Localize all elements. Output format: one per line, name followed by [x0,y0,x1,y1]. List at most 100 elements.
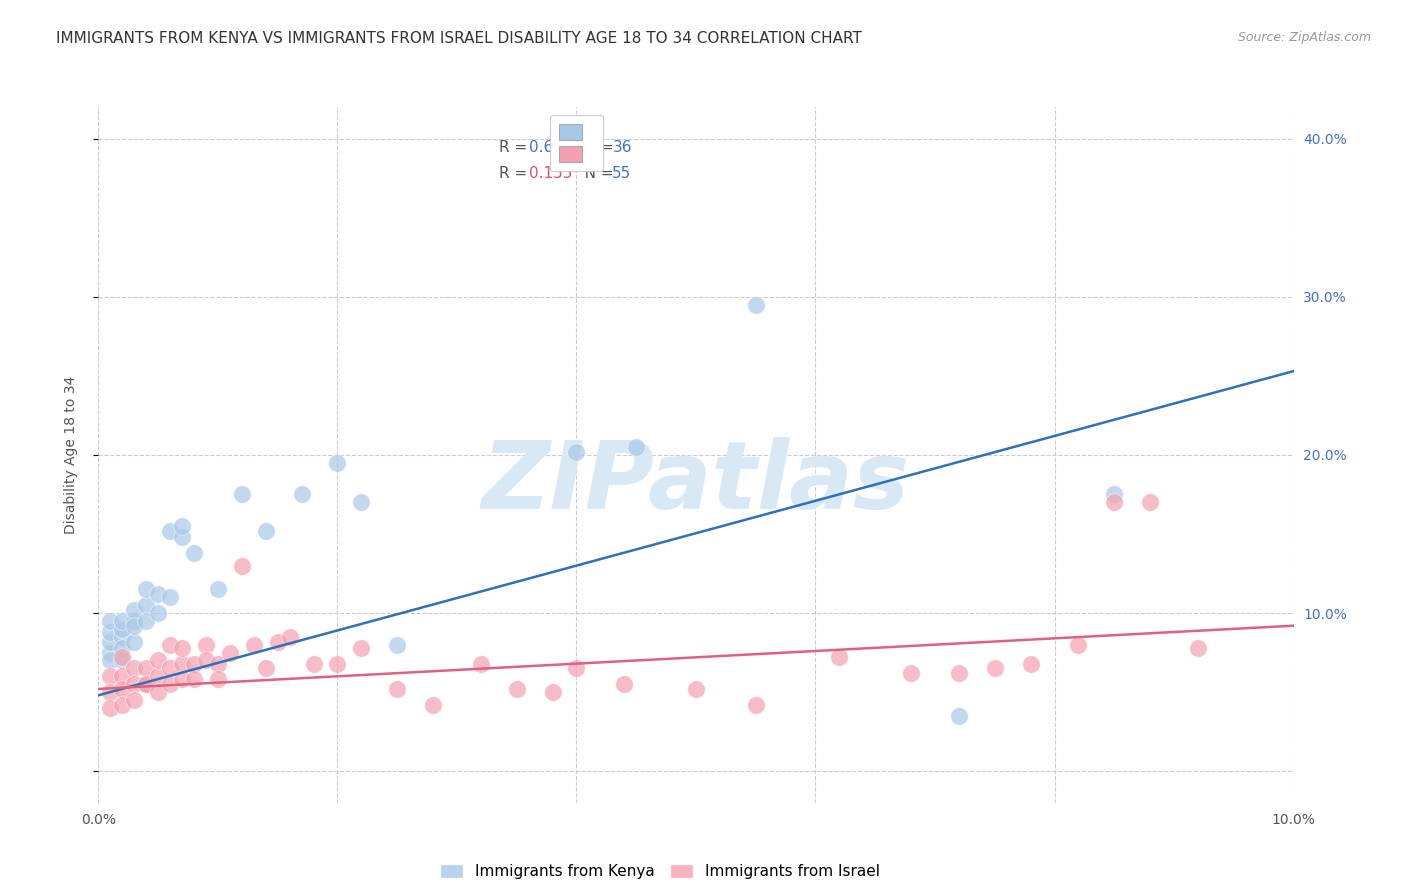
Text: 36: 36 [613,140,631,155]
Point [100,625,122,640]
Point [1139,495,1161,509]
Point [159,661,181,675]
Point [195,653,218,667]
Point [159,638,181,652]
Point [1019,657,1042,671]
Point [291,487,314,501]
Point [124,693,146,707]
Point [135,582,157,597]
Point [231,558,253,573]
Point [172,530,194,544]
Point [207,673,229,687]
Text: ZIPatlas: ZIPatlas [482,437,910,529]
Point [326,456,349,470]
Point [745,698,768,712]
Point [183,673,205,687]
Point [124,634,146,648]
Point [172,640,194,655]
Point [111,653,134,667]
Point [148,587,170,601]
Point [422,698,444,712]
Point [207,582,229,597]
Point [124,661,146,675]
Point [124,677,146,691]
Point [111,681,134,696]
Point [111,650,134,665]
Point [385,638,409,652]
Point [135,614,157,628]
Point [350,495,373,509]
Point [172,519,194,533]
Point [207,657,229,671]
Point [1104,487,1126,501]
Point [948,666,970,681]
Point [195,638,218,652]
Point [948,708,970,723]
Point [124,603,146,617]
Legend: Immigrants from Kenya, Immigrants from Israel: Immigrants from Kenya, Immigrants from I… [434,858,886,886]
Text: 0.616: 0.616 [529,140,572,155]
Text: 55: 55 [613,166,631,181]
Point [159,591,181,605]
Point [124,618,146,632]
Point [111,669,134,683]
Point [541,685,564,699]
Point [100,653,122,667]
Point [135,598,157,612]
Point [900,666,922,681]
Point [100,701,122,715]
Point [183,546,205,560]
Point [1187,640,1209,655]
Y-axis label: Disability Age 18 to 34: Disability Age 18 to 34 [63,376,77,534]
Point [100,646,122,660]
Point [148,653,170,667]
Text: R =: R = [499,140,531,155]
Point [111,640,134,655]
Point [1104,495,1126,509]
Point [385,681,409,696]
Point [172,657,194,671]
Point [254,524,277,538]
Text: IMMIGRANTS FROM KENYA VS IMMIGRANTS FROM ISRAEL DISABILITY AGE 18 TO 34 CORRELAT: IMMIGRANTS FROM KENYA VS IMMIGRANTS FROM… [56,31,862,46]
Point [100,634,122,648]
Point [565,444,588,458]
Point [124,614,146,628]
Text: 0.155: 0.155 [529,166,572,181]
Point [254,661,277,675]
Point [111,614,134,628]
Point [243,638,266,652]
Point [1067,638,1090,652]
Point [159,524,181,538]
Point [984,661,1007,675]
Text: N =: N = [571,140,619,155]
Point [350,640,373,655]
Point [183,657,205,671]
Point [148,606,170,620]
Point [159,677,181,691]
Point [111,630,134,644]
Point [111,698,134,712]
Point [685,681,707,696]
Point [135,677,157,691]
Point [470,657,492,671]
Point [828,650,851,665]
Point [135,677,157,691]
Point [278,630,301,644]
Point [148,685,170,699]
Point [626,440,648,454]
Text: N =: N = [571,166,619,181]
Point [148,669,170,683]
Point [506,681,529,696]
Point [267,634,290,648]
Point [565,661,588,675]
Text: R =: R = [499,166,531,181]
Point [613,677,636,691]
Point [100,614,122,628]
Point [111,622,134,636]
Point [100,685,122,699]
Point [100,669,122,683]
Point [219,646,242,660]
Text: Source: ZipAtlas.com: Source: ZipAtlas.com [1237,31,1371,45]
Point [172,673,194,687]
Point [745,298,768,312]
